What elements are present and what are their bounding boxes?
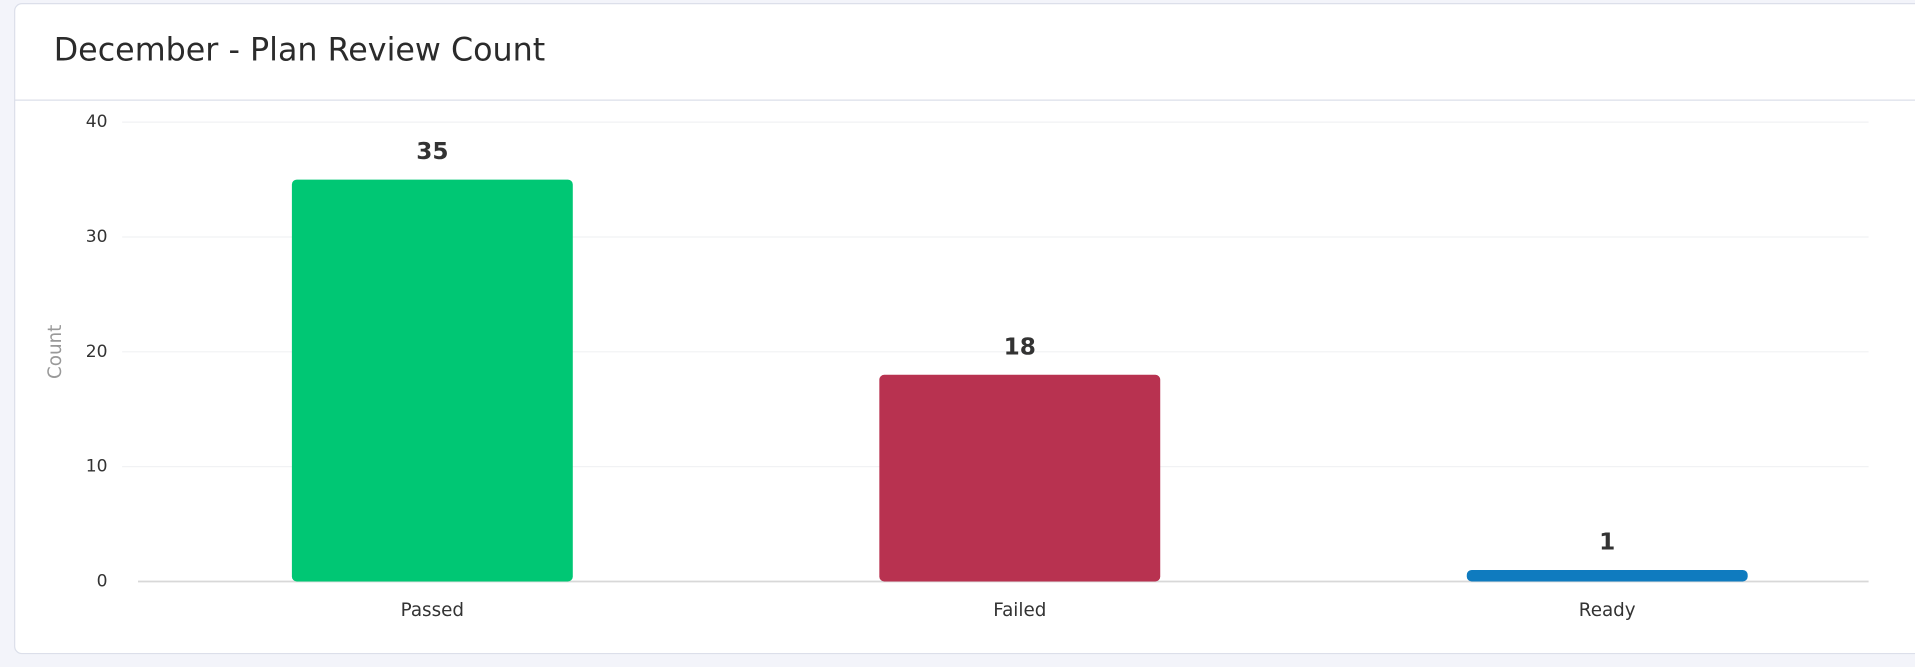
bar bbox=[1466, 570, 1748, 582]
y-tick-label: 30 bbox=[86, 227, 108, 247]
bar-value-label: 35 bbox=[416, 138, 448, 165]
bar bbox=[291, 179, 573, 582]
bar bbox=[879, 374, 1161, 582]
chart-title: December - Plan Review Count bbox=[54, 32, 546, 68]
y-tick-label: 40 bbox=[86, 112, 108, 132]
y-tick-label: 0 bbox=[97, 571, 108, 591]
y-tick-label: 20 bbox=[86, 342, 108, 362]
x-tick-label: Passed bbox=[401, 600, 464, 621]
x-tick-label: Failed bbox=[993, 600, 1046, 621]
y-axis-label: Count bbox=[45, 325, 66, 379]
bar-value-label: 18 bbox=[1004, 333, 1036, 360]
x-tick-label: Ready bbox=[1579, 600, 1636, 621]
bar-value-label: 1 bbox=[1599, 529, 1615, 556]
y-tick-label: 10 bbox=[86, 457, 108, 477]
